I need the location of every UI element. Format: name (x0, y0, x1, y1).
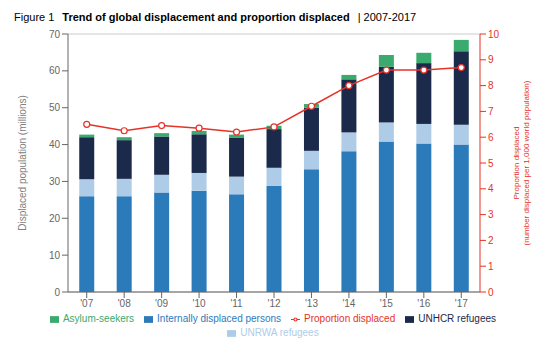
html-text:| 2007-2017: | 2007-2017 (357, 11, 417, 23)
svg-text:'13: '13 (305, 298, 318, 309)
svg-text:0: 0 (488, 287, 494, 298)
svg-text:Proportion displaced(number di: Proportion displaced(number displaced pe… (512, 80, 531, 245)
svg-text:70: 70 (49, 29, 61, 40)
svg-text:5: 5 (488, 158, 494, 169)
html-text:Proportion displaced: Proportion displaced (304, 313, 396, 324)
svg-text:20: 20 (49, 213, 61, 224)
svg-text:30: 30 (49, 176, 61, 187)
svg-text:'08: '08 (118, 298, 131, 309)
svg-text:2: 2 (488, 235, 494, 246)
svg-text:9: 9 (488, 54, 494, 65)
svg-text:60: 60 (49, 65, 61, 76)
svg-text:'11: '11 (230, 298, 243, 309)
svg-text:'16: '16 (417, 298, 430, 309)
svg-text:Displaced population (millions: Displaced population (millions) (17, 95, 28, 231)
svg-text:'12: '12 (267, 298, 280, 309)
svg-text:3: 3 (488, 209, 494, 220)
svg-text:'10: '10 (193, 298, 206, 309)
svg-text:0: 0 (54, 287, 60, 298)
svg-text:8: 8 (488, 80, 494, 91)
svg-text:40: 40 (49, 139, 61, 150)
html-text:Internally displaced persons: Internally displaced persons (157, 313, 282, 324)
svg-text:10: 10 (488, 29, 500, 40)
html-text:Asylum-seekers: Asylum-seekers (63, 313, 135, 324)
html-text:Figure 1: Figure 1 (14, 11, 55, 23)
svg-text:6: 6 (488, 132, 494, 143)
svg-text:'15: '15 (380, 298, 393, 309)
svg-text:50: 50 (49, 102, 61, 113)
svg-text:'09: '09 (155, 298, 168, 309)
svg-text:7: 7 (488, 106, 494, 117)
svg-text:'17: '17 (455, 298, 468, 309)
svg-text:4: 4 (488, 183, 494, 194)
html-text:UNRWA refugees: UNRWA refugees (240, 327, 319, 338)
html-text:Trend of global displacement a: Trend of global displacement and proport… (62, 11, 350, 23)
svg-text:1: 1 (488, 261, 494, 272)
svg-text:10: 10 (49, 250, 61, 261)
html-text:UNHCR refugees: UNHCR refugees (418, 313, 496, 324)
svg-text:'14: '14 (342, 298, 355, 309)
svg-text:'07: '07 (80, 298, 93, 309)
